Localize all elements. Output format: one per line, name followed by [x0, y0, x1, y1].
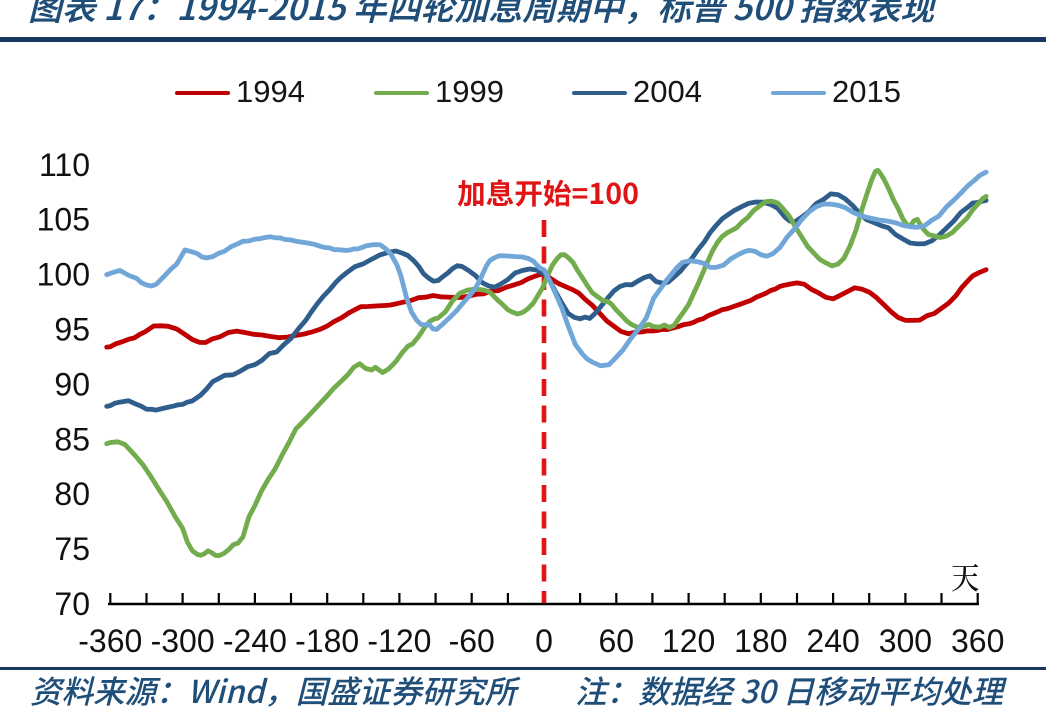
svg-text:360: 360 — [951, 623, 1004, 659]
svg-text:-300: -300 — [151, 623, 215, 659]
svg-text:0: 0 — [535, 623, 553, 659]
svg-text:240: 240 — [806, 623, 859, 659]
svg-text:180: 180 — [734, 623, 787, 659]
svg-text:-60: -60 — [449, 623, 495, 659]
svg-text:105: 105 — [37, 202, 90, 238]
svg-text:-240: -240 — [223, 623, 287, 659]
svg-text:110: 110 — [39, 147, 90, 183]
svg-text:60: 60 — [599, 623, 635, 659]
svg-text:-120: -120 — [367, 623, 431, 659]
svg-text:70: 70 — [54, 586, 90, 622]
svg-text:95: 95 — [54, 312, 90, 348]
svg-text:85: 85 — [54, 421, 90, 457]
svg-text:80: 80 — [54, 476, 90, 512]
svg-text:100: 100 — [37, 257, 90, 293]
svg-text:-180: -180 — [295, 623, 359, 659]
svg-text:120: 120 — [662, 623, 715, 659]
svg-text:75: 75 — [54, 531, 90, 567]
svg-text:-360: -360 — [78, 623, 142, 659]
svg-text:300: 300 — [879, 623, 932, 659]
svg-text:90: 90 — [54, 366, 90, 402]
